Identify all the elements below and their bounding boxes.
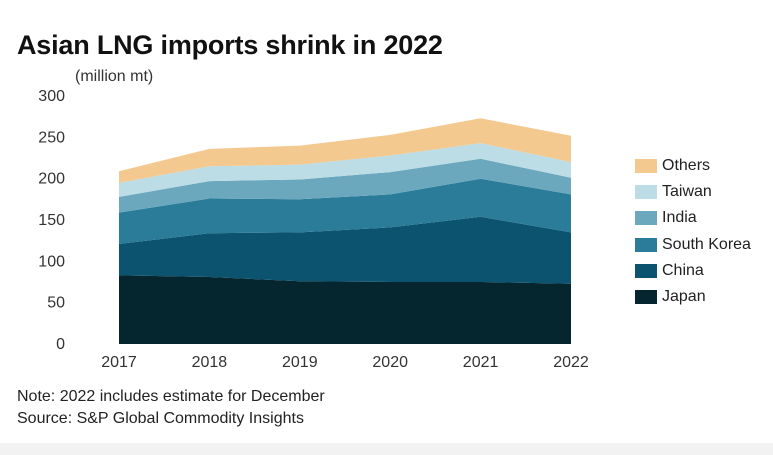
legend-swatch <box>635 263 657 278</box>
y-tick-label: 200 <box>38 171 65 188</box>
legend-item-japan: Japan <box>635 284 751 310</box>
area-layers <box>119 118 571 344</box>
legend-item-others: Others <box>635 153 751 179</box>
y-tick-label: 50 <box>47 295 65 312</box>
legend-item-taiwan: Taiwan <box>635 179 751 205</box>
axes: 0 50 100 150 200 250 300 2017 2018 2019 2020 2021 20… <box>38 88 589 371</box>
note-text: Note: 2022 includes estimate for Decembe… <box>17 388 325 405</box>
legend-label: Others <box>662 157 711 175</box>
area-china <box>119 216 571 284</box>
source-text: Source: S&P Global Commodity Insights <box>17 410 304 427</box>
x-tick-label: 2020 <box>372 354 408 371</box>
legend-label: Taiwan <box>662 183 712 201</box>
x-tick-label: 2018 <box>192 354 228 371</box>
legend-item-india: India <box>635 205 751 231</box>
x-tick-label: 2022 <box>553 354 589 371</box>
x-tick-label: 2017 <box>101 354 137 371</box>
legend-label: India <box>662 209 697 227</box>
legend-label: Japan <box>662 288 706 306</box>
legend-label: China <box>662 261 704 279</box>
area-india <box>119 158 571 213</box>
legend-label: South Korea <box>662 235 751 253</box>
legend-swatch <box>635 237 657 252</box>
legend-swatch <box>635 211 657 226</box>
y-tick-label: 300 <box>38 88 65 105</box>
area-south-korea <box>119 178 571 244</box>
x-tick-label: 2021 <box>463 354 499 371</box>
legend-swatch <box>635 185 657 200</box>
area-others <box>119 118 571 183</box>
legend-swatch <box>635 290 657 305</box>
y-tick-label: 250 <box>38 129 65 146</box>
legend: Others Taiwan India South Korea China Japan <box>635 153 751 310</box>
y-tick-label: 100 <box>38 253 65 270</box>
legend-item-south-korea: South Korea <box>635 232 751 258</box>
area-taiwan <box>119 143 571 197</box>
area-japan <box>119 275 571 344</box>
x-tick-label: 2019 <box>282 354 318 371</box>
y-axis-unit: (million mt) <box>75 68 154 85</box>
legend-item-china: China <box>635 258 751 284</box>
footnote: Note: 2022 includes estimate for Decembe… <box>17 386 325 430</box>
y-tick-label: 150 <box>38 212 65 229</box>
bottom-band <box>0 443 773 455</box>
chart-title: Asian LNG imports shrink in 2022 <box>17 30 443 60</box>
legend-swatch <box>635 159 657 174</box>
y-tick-label: 0 <box>56 336 65 353</box>
